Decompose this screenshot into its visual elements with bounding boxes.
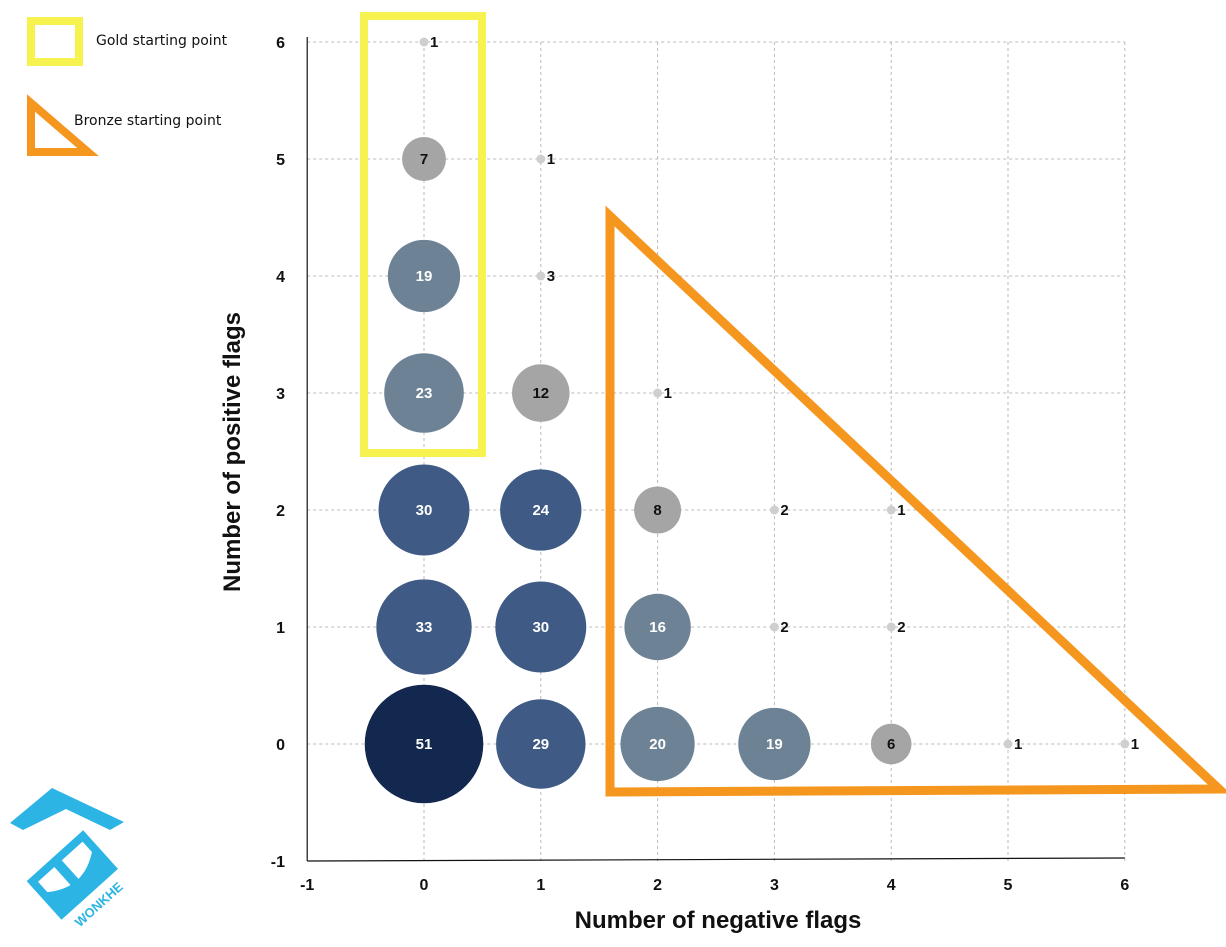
bubble — [376, 579, 472, 675]
axes — [306, 37, 1125, 862]
bubble-label: 24 — [532, 502, 549, 519]
bubble-label: 2 — [897, 619, 905, 636]
y-tick-label: 5 — [276, 152, 285, 169]
bubble — [886, 505, 896, 515]
bubble — [886, 622, 896, 632]
bubble-label: 7 — [420, 151, 428, 168]
y-tick-label: 6 — [276, 35, 285, 52]
bubble-label: 12 — [532, 385, 549, 402]
bubble — [624, 593, 691, 661]
bubble — [769, 622, 779, 632]
bubble — [1120, 739, 1130, 749]
y-tick-label: -1 — [271, 854, 285, 871]
x-tick-label: 1 — [536, 877, 545, 894]
bubble — [738, 707, 811, 781]
x-tick-label: -1 — [300, 877, 314, 894]
logo-top-chevron — [10, 788, 124, 830]
bubble-label: 8 — [653, 502, 661, 519]
x-tick-label: 2 — [653, 877, 662, 894]
bubble — [378, 464, 470, 556]
bubble-label: 2 — [780, 619, 788, 636]
bubble-label: 3 — [547, 268, 555, 285]
bubble-label: 1 — [1131, 736, 1139, 753]
bubble — [364, 684, 484, 804]
bubble-label: 30 — [416, 502, 433, 519]
bubble-label: 30 — [532, 619, 549, 636]
bubble-label: 6 — [887, 736, 895, 753]
bubble — [496, 699, 586, 789]
legend-gold-swatch-icon — [27, 17, 83, 66]
x-tick-label: 3 — [770, 877, 779, 894]
bubble-label: 33 — [416, 619, 433, 636]
x-tick-label: 6 — [1120, 877, 1129, 894]
bubbles: 1 7 1 19 3 23 12 1 30 24 8 2 1 33 30 16 2 2 51 29 20 19 6 1 1 — [364, 34, 1139, 804]
y-tick-label: 3 — [276, 386, 285, 403]
bubble-label: 1 — [547, 151, 555, 168]
legend-bronze-swatch-icon — [27, 94, 99, 156]
bubble-label: 1 — [664, 385, 672, 402]
bubble — [512, 364, 570, 422]
bubble — [384, 353, 464, 433]
bubble — [870, 723, 912, 765]
y-tick-label: 0 — [276, 737, 285, 754]
bubble — [653, 388, 663, 398]
gold-region-box — [360, 12, 486, 457]
bubble-label: 19 — [416, 268, 433, 285]
y-tick-label: 4 — [276, 269, 285, 286]
legend: Gold starting point Bronze starting poin… — [27, 17, 228, 156]
bubble — [500, 469, 582, 551]
y-tick-labels: -1 0 1 2 3 4 5 6 — [271, 35, 285, 871]
bubble — [402, 137, 446, 181]
y-tick-label: 2 — [276, 503, 285, 520]
bubble — [634, 486, 682, 534]
bubble-label: 1 — [430, 34, 438, 51]
bronze-region-triangle — [605, 205, 1226, 797]
bubble-label: 19 — [766, 736, 783, 753]
bubble-label: 23 — [416, 385, 433, 402]
logo-mark: WONKHE — [26, 830, 126, 930]
bubble — [1003, 739, 1013, 749]
x-tick-label: 5 — [1004, 877, 1013, 894]
y-axis-title: Number of positive flags — [219, 312, 246, 592]
y-tick-label: 1 — [276, 620, 285, 637]
bubble-label: 51 — [416, 736, 433, 753]
bubble — [769, 505, 779, 515]
bubble — [536, 271, 546, 281]
x-axis-line — [307, 857, 1125, 862]
wonkhe-logo-icon: WONKHE — [10, 788, 126, 930]
x-tick-labels: -1 0 1 2 3 4 5 6 — [300, 877, 1129, 894]
bubble — [419, 37, 429, 47]
bubble — [495, 581, 587, 673]
x-tick-label: 4 — [887, 877, 896, 894]
bubble — [387, 239, 461, 313]
x-axis-title: Number of negative flags — [575, 907, 862, 934]
bubble — [620, 706, 695, 782]
highlight-regions — [360, 12, 1226, 797]
bubble-label: 1 — [1014, 736, 1022, 753]
bubble-label: 29 — [532, 736, 549, 753]
x-tick-label: 0 — [420, 877, 429, 894]
bubble-label: 1 — [897, 502, 905, 519]
bubble-label: 16 — [649, 619, 666, 636]
legend-bronze-label: Bronze starting point — [74, 113, 222, 129]
bubble-label: 20 — [649, 736, 666, 753]
bubble-label: 2 — [780, 502, 788, 519]
legend-gold-label: Gold starting point — [96, 33, 228, 49]
bubble — [536, 154, 546, 164]
